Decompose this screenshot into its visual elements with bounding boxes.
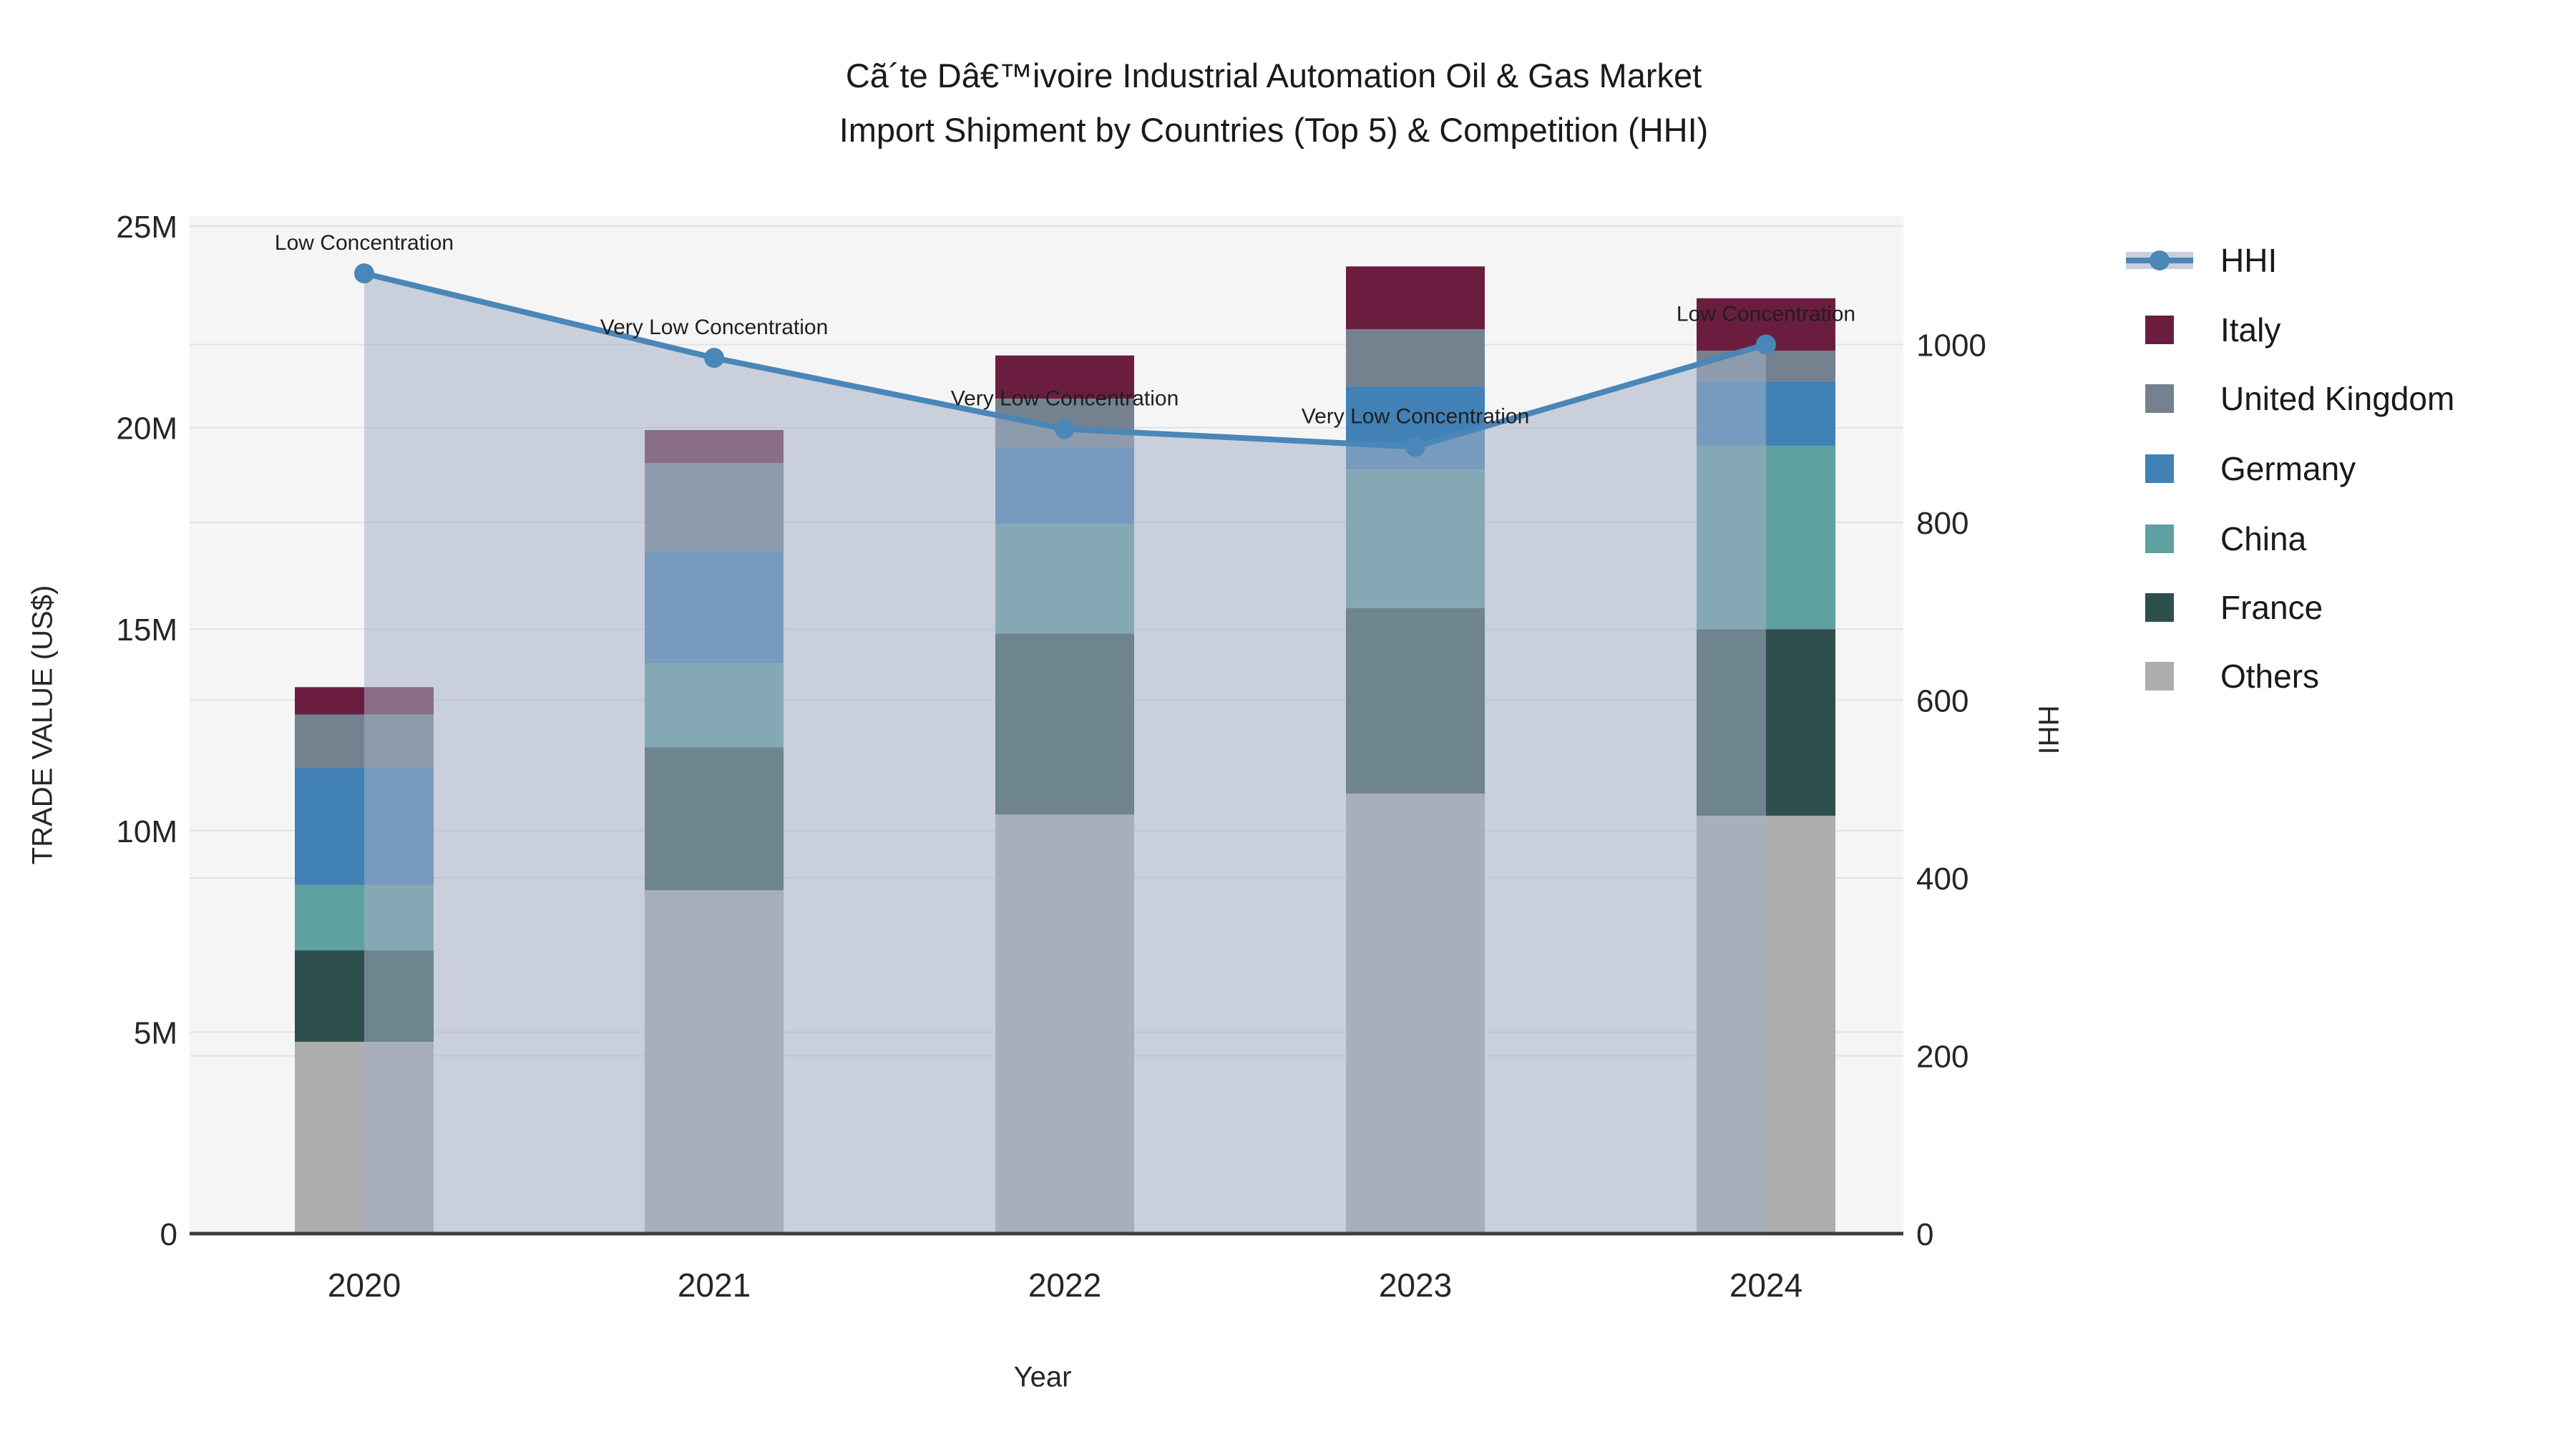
x-axis-title: Year (1013, 1361, 1072, 1393)
y2-tick-0: 0 (1916, 1217, 1933, 1252)
legend-item-china[interactable]: China (2126, 520, 2307, 557)
bar-segment-italy-2022[interactable] (995, 355, 1134, 399)
hhi-marker-2020[interactable] (354, 263, 374, 284)
hhi-marker-2024[interactable] (1756, 334, 1776, 355)
legend-label: Others (2220, 658, 2320, 695)
color-swatch (2145, 662, 2174, 691)
others-swatch-icon (2126, 662, 2209, 691)
x-tick-2022: 2022 (1028, 1267, 1101, 1304)
bar-segment-united-kingdom-2023[interactable] (1346, 329, 1485, 387)
hhi-area-fill (364, 273, 1766, 1234)
hhi-line-legend-icon (2126, 250, 2209, 270)
x-tick-2020: 2020 (328, 1267, 401, 1304)
legend-item-united-kingdom[interactable]: United Kingdom (2126, 380, 2455, 417)
annotation-2020: Low Concentration (275, 231, 454, 255)
legend-item-others[interactable]: Others (2126, 658, 2320, 695)
bar-segment-italy-2023[interactable] (1346, 266, 1485, 330)
color-swatch (2145, 316, 2174, 344)
france-swatch-icon (2126, 593, 2209, 622)
legend-label: China (2220, 520, 2307, 557)
legend-label: United Kingdom (2220, 380, 2455, 417)
y-tick-10M: 10M (116, 814, 177, 849)
chart-title: Cã´te Dâ€™ivoire Industrial Automation O… (487, 49, 2061, 157)
germany-swatch-icon (2126, 454, 2209, 483)
legend-item-germany[interactable]: Germany (2126, 450, 2356, 487)
chart-title-line2: Import Shipment by Countries (Top 5) & C… (839, 111, 1709, 149)
hhi-marker-2022[interactable] (1055, 419, 1075, 439)
y-tick-5M: 5M (134, 1015, 177, 1050)
y2-tick-200: 200 (1916, 1040, 1968, 1075)
color-swatch (2145, 384, 2174, 413)
hhi-area-band (2126, 250, 2193, 270)
annotation-2021: Very Low Concentration (600, 316, 829, 339)
y-tick-25M: 25M (116, 210, 177, 245)
chart-title-line1: Cã´te Dâ€™ivoire Industrial Automation O… (845, 57, 1702, 94)
color-swatch (2145, 454, 2174, 483)
legend-item-hhi[interactable]: HHI (2126, 242, 2278, 279)
x-tick-2023: 2023 (1379, 1267, 1452, 1304)
united-kingdom-swatch-icon (2126, 384, 2209, 413)
legend-label: HHI (2220, 242, 2278, 279)
legend-label: France (2220, 589, 2323, 626)
y2-tick-1000: 1000 (1916, 328, 1986, 364)
y-tick-15M: 15M (116, 613, 177, 648)
italy-swatch-icon (2126, 316, 2209, 344)
legend-item-france[interactable]: France (2126, 589, 2323, 626)
annotation-2024: Low Concentration (1677, 303, 1855, 326)
legend-label: Italy (2220, 311, 2281, 348)
x-tick-2021: 2021 (678, 1267, 751, 1304)
x-tick-2024: 2024 (1729, 1267, 1802, 1304)
annotation-2023: Very Low Concentration (1302, 404, 1530, 428)
hhi-marker-2021[interactable] (704, 348, 724, 369)
china-swatch-icon (2126, 525, 2209, 553)
y2-tick-800: 800 (1916, 506, 1968, 541)
legend-item-italy[interactable]: Italy (2126, 311, 2281, 348)
color-swatch (2145, 525, 2174, 553)
y-tick-0: 0 (160, 1217, 177, 1252)
hhi-marker-glyph (2150, 250, 2170, 270)
color-swatch (2145, 593, 2174, 622)
y-tick-20M: 20M (116, 411, 177, 447)
y2-tick-400: 400 (1916, 862, 1968, 897)
y2-tick-600: 600 (1916, 684, 1968, 719)
hhi-marker-2023[interactable] (1405, 436, 1425, 457)
annotation-2022: Very Low Concentration (951, 387, 1179, 411)
legend-label: Germany (2220, 450, 2356, 487)
